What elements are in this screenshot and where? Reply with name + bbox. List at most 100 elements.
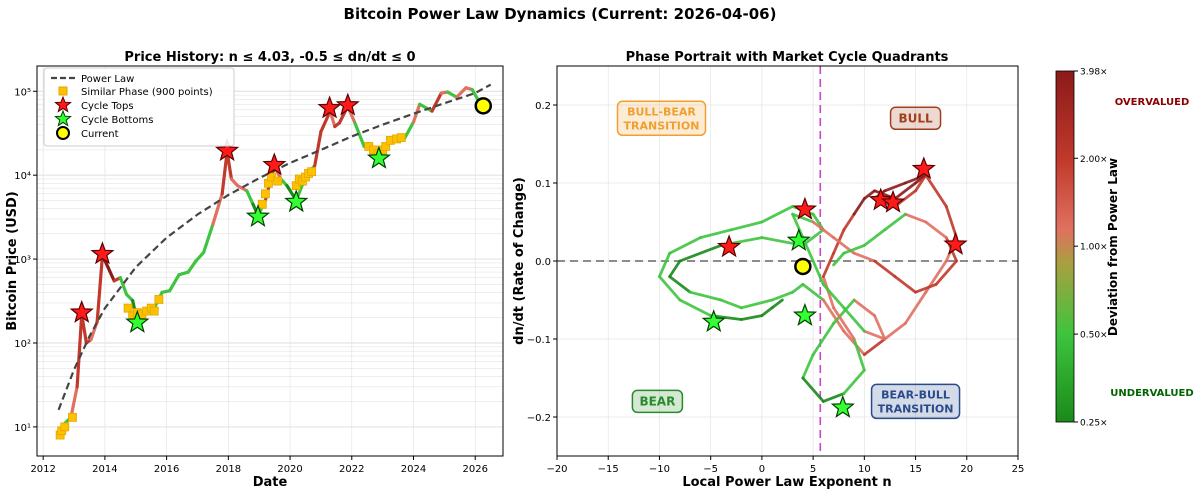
phase-x-tick-label: 20 — [960, 464, 973, 475]
phase-y-tick-label: 0.0 — [535, 257, 551, 268]
phase-x-tick-label: −20 — [546, 464, 567, 475]
phase-y-tick-label: −0.1 — [527, 335, 551, 346]
phase-cycle-top-marker — [911, 156, 936, 180]
price-axes-frame — [36, 65, 504, 457]
trajectory-segment — [688, 290, 723, 302]
price-x-tick-label: 2018 — [216, 464, 241, 475]
cycle-top-marker — [90, 241, 115, 265]
phase-chart-title: Phase Portrait with Market Cycle Quadran… — [626, 50, 949, 65]
phase-y-tick-label: 0.2 — [535, 101, 551, 112]
similar-phase-point — [60, 422, 70, 432]
price-series-segment — [202, 222, 215, 255]
legend-cycle-tops-swatch — [54, 95, 72, 113]
trajectory-segment — [791, 212, 815, 224]
price-series-segment — [177, 270, 190, 277]
phase-cycle-top-marker — [792, 196, 818, 220]
quadrant-label-box — [870, 383, 961, 420]
quadrant-label-bear: BEAR — [631, 389, 684, 414]
phase-cycle-bottom-marker — [701, 309, 726, 333]
trajectory-segment — [770, 290, 795, 302]
phase-x-tick-label: 5 — [810, 464, 816, 475]
trajectory-segment — [862, 189, 876, 201]
price-series-segment — [69, 385, 79, 419]
price-series-segment — [245, 189, 255, 206]
cycle-top-marker — [335, 92, 360, 116]
trajectory-segment — [903, 290, 928, 325]
colorbar-tick-label: 1.00× — [1080, 243, 1108, 253]
price-series-segment — [455, 86, 468, 99]
quadrant-label-box — [889, 106, 942, 131]
price-legend: Power Law Similar Phase (900 points) Cyc… — [43, 67, 235, 147]
trajectory-segment — [903, 173, 928, 185]
phase-cycle-bottom-marker — [786, 227, 811, 252]
trajectory-segment — [832, 298, 856, 325]
legend-star-top — [54, 95, 72, 113]
similar-phase-point — [260, 189, 270, 199]
undervalued-label: UNDERVALUED — [1110, 388, 1193, 399]
trajectory-segment — [862, 329, 887, 341]
price-series-segment — [353, 121, 366, 149]
price-series-segment — [211, 192, 224, 226]
trajectory-segment — [791, 212, 805, 240]
trajectory-segment — [729, 220, 764, 232]
trajectory-segment — [883, 212, 907, 232]
price-y-tick-label: 10⁴ — [14, 171, 31, 182]
trajectory-segment — [842, 368, 866, 396]
trajectory-segment — [668, 236, 702, 255]
price-x-tick-label: 2016 — [154, 464, 179, 475]
price-series-segment — [470, 87, 480, 102]
legend-current-label: Current — [81, 129, 119, 140]
cycle-bottom-marker — [366, 145, 392, 169]
price-y-tick-label: 10¹ — [14, 423, 31, 434]
price-series-segment — [95, 254, 105, 324]
quadrant-label-box — [616, 100, 707, 137]
colorbar: 3.98× 2.00× 1.00× 0.50× 0.25× Deviation from… — [1055, 68, 1194, 429]
trajectory-segment — [883, 321, 907, 341]
trajectory-segment — [862, 228, 887, 247]
price-history-chart: Price History: n ≤ 4.03, -0.5 ≤ dn/dt ≤ … — [5, 50, 504, 490]
quadrant-label-text: BEAR — [639, 394, 675, 408]
trajectory-segment — [801, 282, 825, 302]
trajectory-segment — [740, 314, 764, 321]
phase-x-tick-label: 10 — [858, 464, 871, 475]
trajectory-segment — [842, 212, 856, 232]
phase-ticks: −20 −15 −10 −5 0 5 10 15 20 25 −0.2 −0.1 0.0 0.1 0.2 — [527, 101, 1025, 475]
legend-cycle-bottoms-label: Cycle Bottoms — [81, 115, 153, 126]
price-x-tick-label: 2022 — [339, 464, 364, 475]
power-law-line — [57, 83, 492, 411]
phase-y-tick-label: 0.1 — [535, 179, 551, 190]
legend-box — [43, 67, 235, 147]
trajectory-segment — [852, 337, 866, 372]
trajectory-segment — [770, 298, 784, 310]
trajectory-segment — [873, 314, 887, 341]
similar-phase-point — [68, 412, 77, 422]
trajectory-segment — [821, 251, 835, 279]
cycle-top-marker — [214, 138, 240, 162]
trajectory-segment — [658, 251, 672, 279]
phase-y-tick-label: −0.2 — [527, 413, 551, 424]
price-y-tick-label: 10² — [14, 339, 31, 350]
similar-phase-point — [381, 142, 391, 151]
trajectory-segment — [801, 376, 825, 403]
similar-phase-point — [123, 303, 133, 313]
trajectory-segment — [852, 251, 876, 263]
trajectory-segment — [893, 181, 917, 201]
quadrant-label-line1: BEAR-BULL — [881, 388, 950, 401]
phase-x-tick-label: −10 — [649, 464, 670, 475]
cycle-bottom-marker — [125, 309, 150, 333]
price-y-tick-label: 10⁵ — [14, 87, 31, 98]
colorbar-tick-label: 3.98× — [1080, 68, 1108, 78]
trajectory-segment — [914, 282, 938, 294]
price-x-tick-label: 2024 — [401, 464, 426, 475]
price-y-tick-label: 10³ — [14, 255, 31, 266]
price-series-segment — [319, 109, 332, 134]
cycle-bottom-marker — [284, 189, 309, 213]
cycle-bottom-marker — [245, 203, 271, 228]
price-x-label: Date — [253, 475, 288, 490]
price-plot-area — [55, 83, 492, 440]
trajectory-segment — [924, 173, 948, 208]
trajectory-segment — [903, 212, 928, 224]
phase-cycle-bottom-marker — [830, 394, 855, 418]
